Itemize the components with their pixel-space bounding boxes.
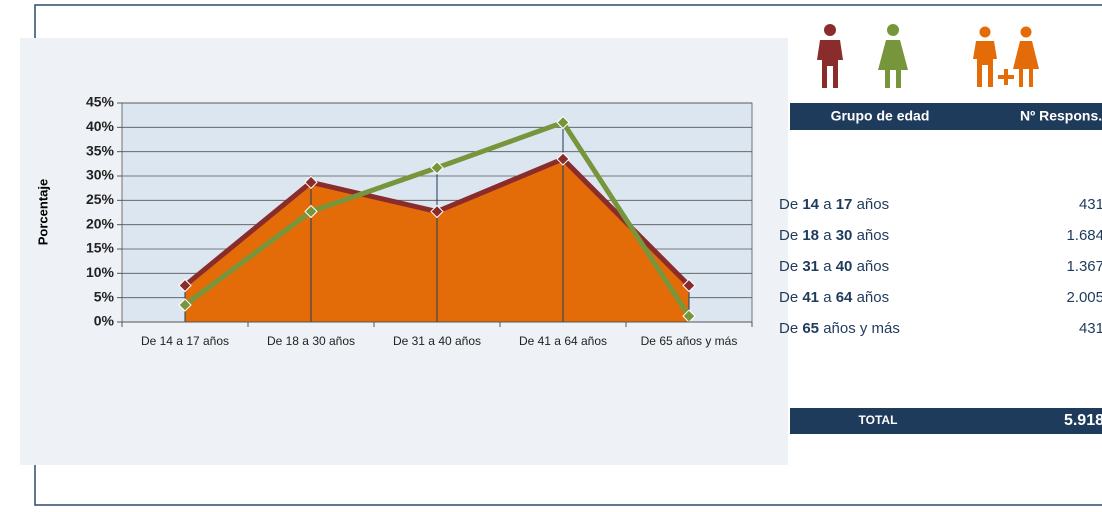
x-tick-label: De 14 a 17 años [141,334,229,348]
y-tick-label: 0% [94,313,115,329]
marker [556,115,570,130]
row-label: De 41 a 64 años [779,289,889,306]
x-tick-label: De 18 a 30 años [267,334,355,348]
row-label-part: años [852,227,889,244]
y-tick-label: 20% [86,215,115,231]
total-value: 5.918 [1064,412,1102,429]
x-tick-label: De 65 años y más [641,334,738,348]
x-tick-label: De 41 a 64 años [519,334,607,348]
marker [430,161,444,175]
row-label-part: a [819,227,836,244]
row-label: De 18 a 30 años [779,227,889,244]
y-tick-label: 35% [86,142,115,158]
x-tick-label: De 31 a 40 años [393,334,481,348]
marker [178,298,192,312]
marker [430,204,444,219]
marker [304,175,318,190]
y-tick-label: 40% [86,118,115,134]
row-label-part: De [779,258,802,275]
marker [304,204,318,219]
y-tick-label: 15% [86,240,115,256]
row-value: 1.367 [1066,258,1102,275]
row-value: 2.005 [1066,289,1102,306]
row-value: 431 [1079,196,1102,213]
row-label-part: De [779,196,802,213]
y-tick-label: 30% [86,167,115,183]
row-label-part: años [852,258,889,275]
table-total [790,408,1102,434]
row-label-part: 18 [802,227,819,244]
row-label: De 14 a 17 años [779,196,889,213]
row-label: De 31 a 40 años [779,258,889,275]
row-label-part: años [852,289,889,306]
icon-woman [878,24,908,88]
row-label-part: años y más [819,320,900,337]
icon-couple [973,26,1039,87]
row-label-part: 65 [802,320,819,337]
row-value: 1.684 [1066,227,1102,244]
marker [682,278,696,293]
row-value: 431 [1079,320,1102,337]
y-tick-label: 5% [94,288,115,304]
table-header [790,103,1102,130]
table-header-cell: Nº Respons. [1020,108,1102,124]
y-tick-label: 25% [86,191,115,207]
row-label-part: a [819,258,836,275]
row-label-part: 30 [836,227,853,244]
row-label-part: 14 [802,196,819,213]
row-label-part: 31 [802,258,819,275]
row-label-part: 41 [802,289,819,306]
row-label-part: a [819,196,836,213]
marker [556,152,570,166]
row-label-part: De [779,227,802,244]
icon-man [817,24,843,88]
row-label-part: 40 [836,258,853,275]
row-label: De 65 años y más [779,320,900,337]
row-label-part: 64 [836,289,853,306]
table-header-cell: Grupo de edad [831,108,930,124]
total-label: TOTAL [859,413,898,427]
y-axis-label: Porcentaje [35,179,50,245]
icons [817,24,1039,88]
row-label-part: De [779,289,802,306]
y-tick-label: 45% [86,94,115,110]
row-label-part: 17 [836,196,853,213]
row-label-part: años [852,196,889,213]
row-label-part: a [819,289,836,306]
row-label-part: De [779,320,802,337]
y-tick-label: 10% [86,264,115,280]
marker [178,278,192,293]
